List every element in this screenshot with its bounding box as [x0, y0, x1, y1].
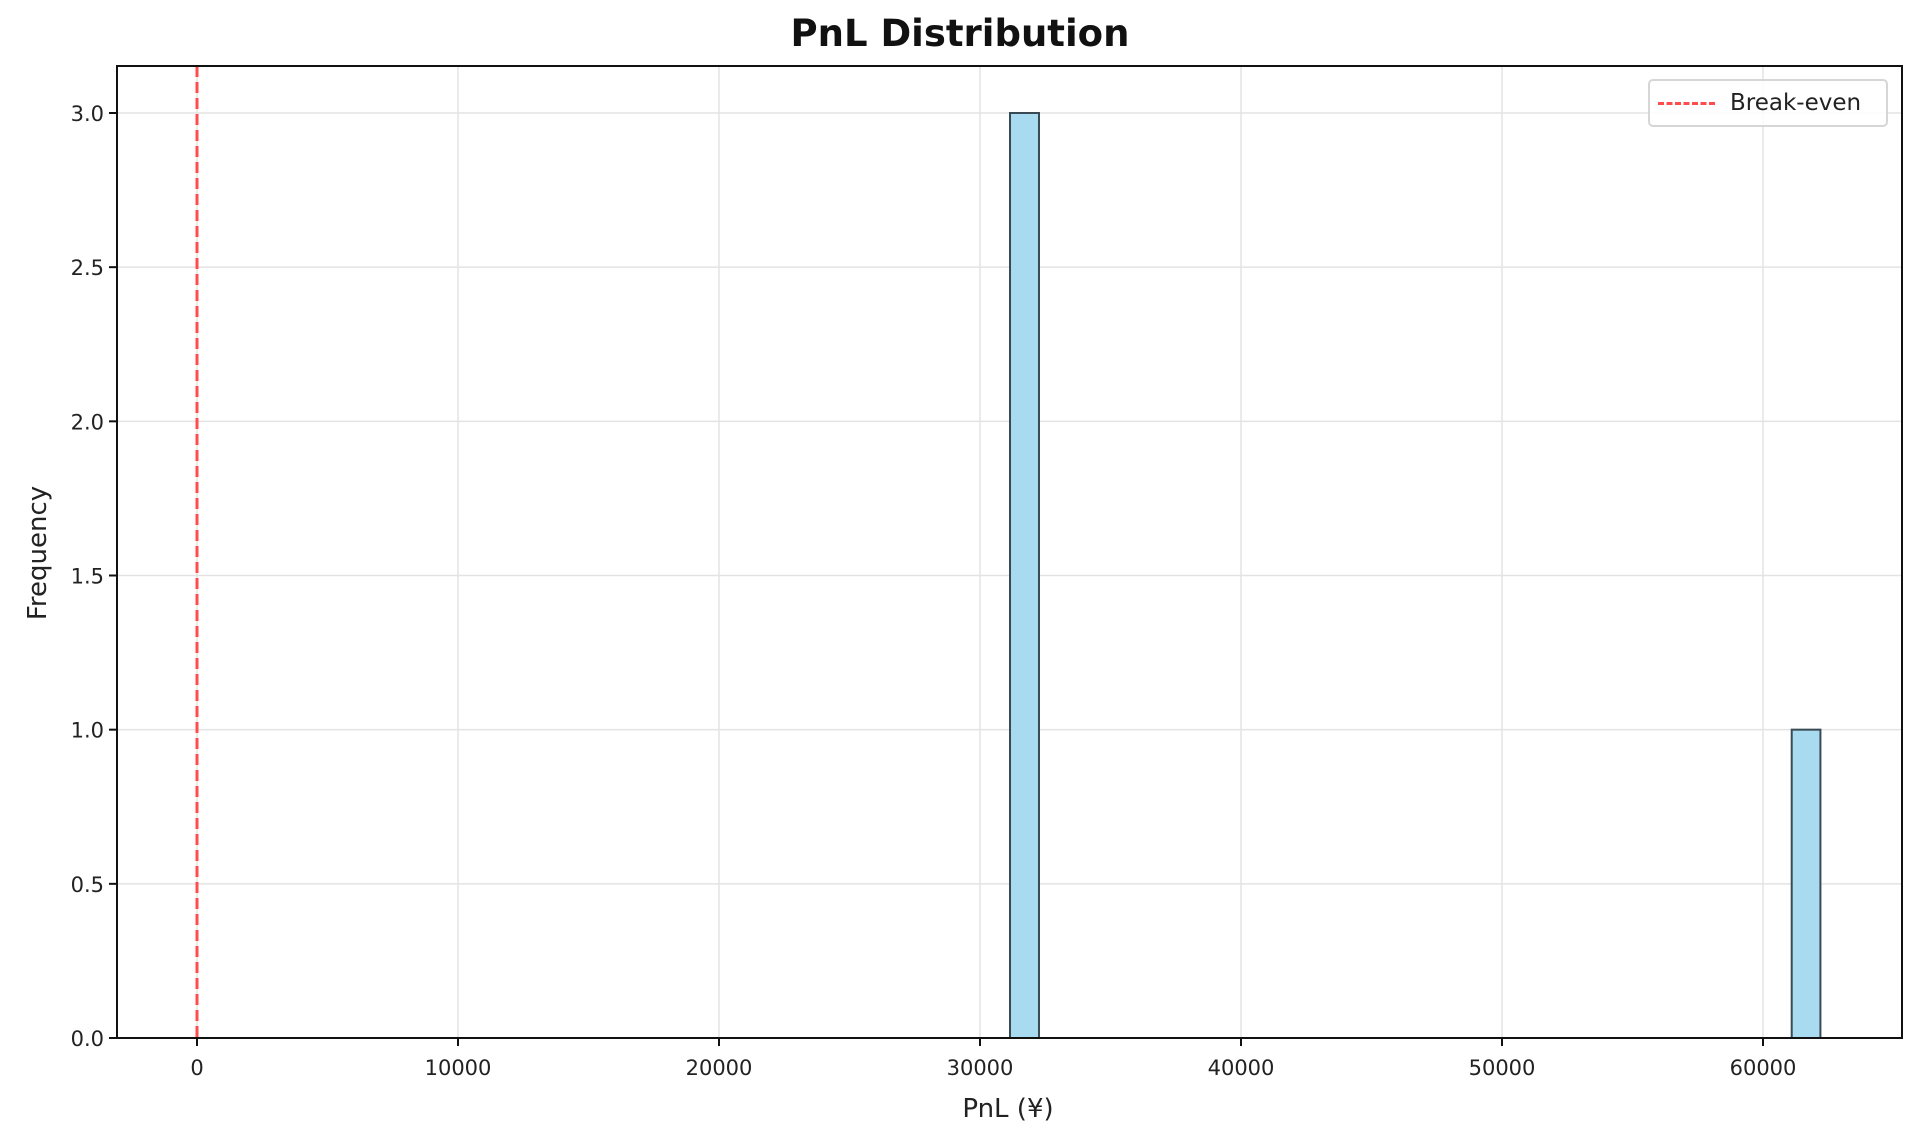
y-tick-label: 0.0	[71, 1027, 104, 1051]
legend: Break-even	[1648, 79, 1888, 127]
y-tick-label: 0.5	[71, 873, 104, 897]
x-axis-label: PnL (¥)	[962, 1094, 1053, 1124]
chart-title: PnL Distribution	[790, 12, 1130, 55]
x-tick-label: 30000	[947, 1056, 1014, 1080]
histogram-bar	[1790, 728, 1822, 1040]
x-axis-ticks: 0 10000 20000 30000 40000 50000 60000	[190, 1038, 1796, 1080]
y-tick-label: 1.5	[71, 565, 104, 589]
y-axis-ticks: 0.0 0.5 1.0 1.5 2.0 2.5 3.0	[71, 102, 117, 1051]
x-tick-label: 60000	[1730, 1056, 1797, 1080]
x-tick-label: 50000	[1469, 1056, 1536, 1080]
y-tick-label: 3.0	[71, 102, 104, 126]
x-tick-label: 20000	[686, 1056, 753, 1080]
x-tick-label: 40000	[1208, 1056, 1275, 1080]
plot-frame	[116, 65, 1903, 1039]
y-axis-label: Frequency	[23, 486, 53, 620]
y-tick-label: 2.0	[71, 410, 104, 434]
y-tick-label: 1.0	[71, 719, 104, 743]
legend-label-break-even: Break-even	[1730, 90, 1862, 116]
x-tick-label: 0	[190, 1056, 203, 1080]
histogram-bar	[1009, 112, 1040, 1039]
x-tick-label: 10000	[425, 1056, 492, 1080]
dashed-line-icon	[1658, 102, 1715, 105]
y-tick-label: 2.5	[71, 256, 104, 280]
